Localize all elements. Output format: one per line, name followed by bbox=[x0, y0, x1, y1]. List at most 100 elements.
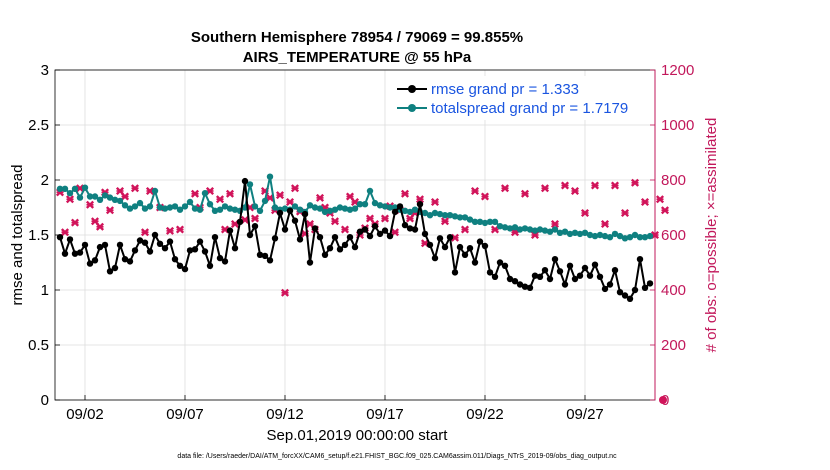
y2-tick-label: 1000 bbox=[661, 117, 694, 134]
obs-possible-point bbox=[659, 396, 667, 404]
totalspread-point bbox=[81, 184, 89, 191]
totalspread-point bbox=[586, 231, 594, 239]
totalspread-point bbox=[141, 205, 149, 212]
obs-assimilated-point bbox=[570, 186, 580, 196]
totalspread-point bbox=[271, 204, 279, 211]
rmse-point bbox=[296, 236, 304, 243]
totalspread-point bbox=[401, 207, 409, 214]
rmse-point bbox=[621, 292, 629, 299]
legend: rmse grand pr = 1.333 totalspread grand … bbox=[393, 76, 653, 120]
totalspread-point bbox=[316, 205, 324, 212]
obs-assimilated-point bbox=[275, 191, 285, 200]
totalspread-point bbox=[436, 210, 444, 218]
totalspread-point bbox=[531, 227, 539, 234]
rmse-point bbox=[496, 259, 504, 266]
totalspread-point bbox=[496, 223, 504, 230]
rmse-point bbox=[121, 256, 129, 263]
rmse-point bbox=[511, 278, 519, 285]
obs-assimilated-point bbox=[225, 189, 235, 198]
rmse-point bbox=[186, 247, 194, 254]
totalspread-point bbox=[136, 199, 144, 207]
totalspread-point bbox=[66, 190, 74, 197]
totalspread-point bbox=[151, 187, 159, 195]
obs-assimilated-point bbox=[190, 189, 200, 198]
totalspread-point bbox=[536, 226, 544, 233]
totalspread-point bbox=[306, 202, 314, 209]
obs-assimilated-point bbox=[215, 195, 225, 204]
obs-assimilated-series bbox=[55, 178, 670, 404]
totalspread-point bbox=[451, 213, 459, 220]
rmse-point bbox=[306, 259, 314, 266]
totalspread-point bbox=[321, 208, 329, 216]
obs-assimilated-point bbox=[600, 219, 610, 229]
rmse-point bbox=[251, 223, 259, 230]
totalspread-point bbox=[246, 181, 254, 188]
y-tick-label: 2 bbox=[41, 172, 49, 189]
rmse-point bbox=[401, 221, 409, 229]
x-tick-label: 09/12 bbox=[266, 406, 304, 423]
rmse-point bbox=[131, 247, 139, 254]
y-tick-label: 1 bbox=[41, 282, 49, 299]
rmse-point bbox=[126, 258, 134, 265]
rmse-point bbox=[71, 250, 79, 257]
rmse-point bbox=[446, 234, 454, 241]
totalspread-point bbox=[621, 235, 629, 242]
rmse-point bbox=[216, 254, 224, 262]
totalspread-point bbox=[56, 185, 64, 192]
rmse-point bbox=[561, 281, 569, 288]
totalspread-point bbox=[551, 226, 559, 233]
totalspread-point bbox=[91, 193, 99, 200]
totalspread-point bbox=[146, 203, 154, 210]
rmse-point bbox=[546, 275, 554, 283]
rmse-point bbox=[196, 238, 204, 245]
rmse-point bbox=[161, 245, 169, 252]
obs-assimilated-point bbox=[60, 228, 70, 237]
rmse-point bbox=[371, 223, 379, 230]
totalspread-point bbox=[346, 206, 354, 213]
rmse-point bbox=[466, 245, 474, 252]
rmse-point bbox=[381, 227, 389, 234]
obs-assimilated-point bbox=[540, 184, 550, 193]
obs-assimilated-point bbox=[175, 225, 185, 234]
rmse-point bbox=[151, 231, 159, 239]
totalspread-point bbox=[366, 187, 374, 195]
rmse-point bbox=[56, 234, 64, 241]
obs-assimilated-point bbox=[480, 192, 490, 201]
obs-assimilated-point bbox=[165, 226, 175, 235]
rmse-point bbox=[441, 243, 449, 251]
rmse-point bbox=[626, 295, 634, 302]
totalspread-point bbox=[576, 230, 584, 238]
totalspread-point bbox=[381, 203, 389, 210]
totalspread-point bbox=[546, 228, 554, 235]
rmse-point bbox=[256, 251, 264, 258]
rmse-point bbox=[571, 275, 579, 283]
totalspread-point bbox=[256, 207, 264, 214]
rmse-point bbox=[521, 283, 529, 290]
rmse-point bbox=[191, 246, 199, 253]
rmse-point bbox=[241, 177, 249, 185]
y-tick-label: 0.5 bbox=[28, 337, 49, 354]
rmse-point bbox=[336, 246, 344, 253]
rmse-point bbox=[426, 241, 434, 249]
rmse-point bbox=[111, 264, 119, 272]
obs-assimilated-point bbox=[120, 192, 130, 201]
totalspread-point bbox=[206, 201, 214, 208]
y-tick-label: 1.5 bbox=[28, 227, 49, 244]
x-tick-label: 09/22 bbox=[466, 406, 504, 423]
y-axis: 0 0.5 1 1.5 2 2.5 3 bbox=[28, 62, 60, 409]
rmse-point bbox=[491, 273, 499, 280]
totalspread-point bbox=[161, 205, 169, 212]
totalspread-point bbox=[216, 206, 224, 213]
totalspread-point bbox=[356, 201, 364, 208]
totalspread-point bbox=[616, 232, 624, 240]
obs-assimilated-point bbox=[660, 206, 670, 215]
rmse-point bbox=[211, 234, 219, 241]
y-axis-label: rmse and totalspread bbox=[9, 165, 26, 306]
obs-assimilated-point bbox=[280, 288, 290, 297]
obs-assimilated-point bbox=[470, 186, 480, 196]
rmse-point bbox=[66, 236, 74, 243]
rmse-point bbox=[631, 286, 639, 294]
obs-assimilated-point bbox=[620, 208, 630, 218]
rmse-point bbox=[341, 241, 349, 249]
